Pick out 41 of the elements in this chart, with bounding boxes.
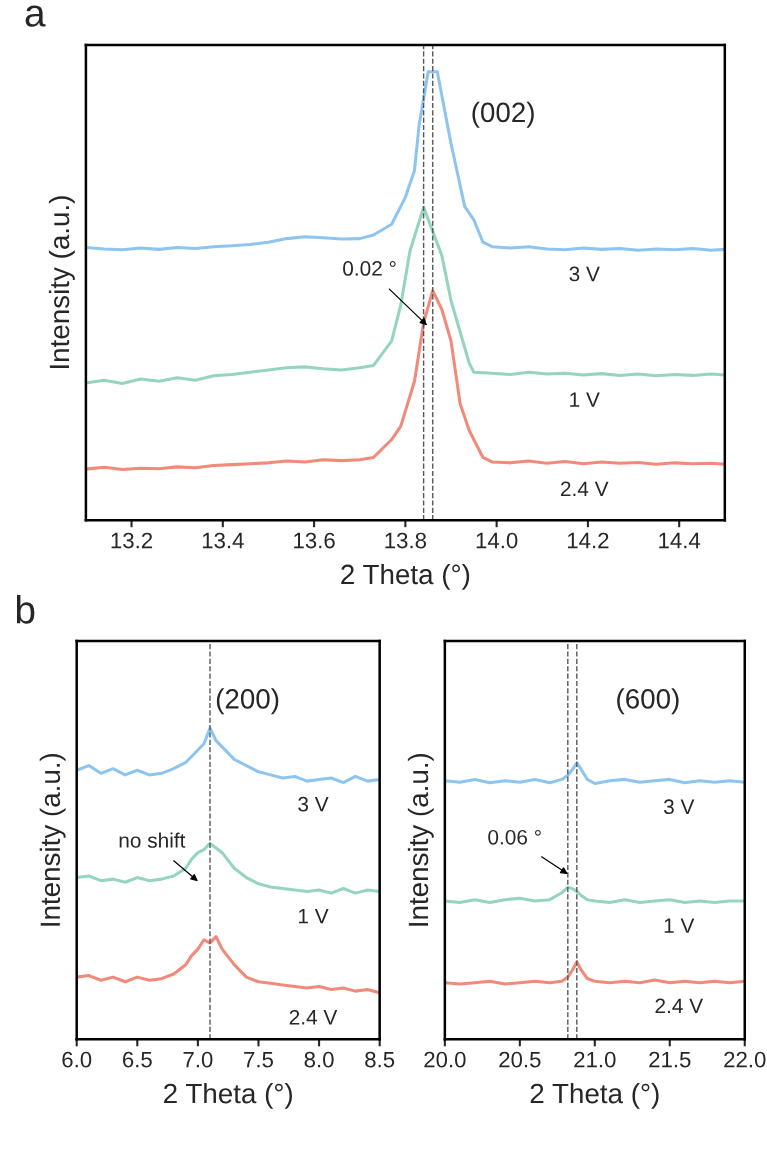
- series-label: 1 V: [664, 918, 695, 933]
- x-tick-label: 8.5: [365, 1051, 395, 1068]
- x-tick-label: 13.8: [385, 532, 427, 549]
- annotation: (002): [472, 101, 534, 128]
- annotation: 0.06 °: [488, 829, 541, 845]
- text: (600): [617, 688, 679, 715]
- x-tick-label: 14.4: [659, 532, 701, 549]
- x-tick-label: 6.0: [62, 1051, 92, 1068]
- annotation: 0.02 °: [343, 261, 396, 276]
- y-axis-title: Intensity (a.u.): [48, 196, 75, 368]
- x-tick-label: 8.0: [304, 1051, 334, 1068]
- x-tick-label: 20.5: [499, 1051, 541, 1068]
- annotation: no shift: [119, 832, 186, 848]
- x-tick-label: 7.5: [244, 1051, 273, 1068]
- x-axis-title: 2 Theta (°): [530, 1082, 659, 1109]
- x-tick-label: 13.2: [111, 532, 153, 549]
- x-tick-label: 6.5: [122, 1051, 152, 1068]
- series-label: 2.4 V: [289, 1009, 338, 1025]
- x-tick-label: 21.0: [574, 1051, 616, 1068]
- x-tick-label: 22.0: [724, 1051, 766, 1068]
- series-label: 2.4 V: [560, 481, 609, 496]
- x-tick-label: 14.0: [476, 532, 518, 549]
- x-tick-label: 14.2: [567, 532, 609, 549]
- series-label: 3 V: [569, 266, 600, 282]
- series-label: 2.4 V: [655, 998, 704, 1014]
- text: b: [16, 595, 35, 624]
- x-tick-label: 20.0: [424, 1051, 466, 1068]
- series-label: 3 V: [298, 796, 329, 812]
- series-label: 1 V: [298, 909, 329, 924]
- x-tick-label: 13.4: [202, 532, 244, 549]
- x-tick-label: 21.5: [649, 1051, 691, 1068]
- y-axis-title: Intensity (a.u.): [39, 753, 66, 926]
- text: (200): [216, 688, 279, 715]
- y-axis-title: Intensity (a.u.): [407, 753, 434, 926]
- x-tick-label: 7.0: [183, 1051, 213, 1068]
- x-axis-title: 2 Theta (°): [164, 1082, 292, 1109]
- series-label: 1 V: [570, 392, 600, 407]
- series-label: 3 V: [663, 799, 695, 815]
- text: a: [25, 5, 46, 27]
- x-axis-title: 2 Theta (°): [341, 563, 470, 590]
- x-tick-label: 13.6: [294, 532, 335, 549]
